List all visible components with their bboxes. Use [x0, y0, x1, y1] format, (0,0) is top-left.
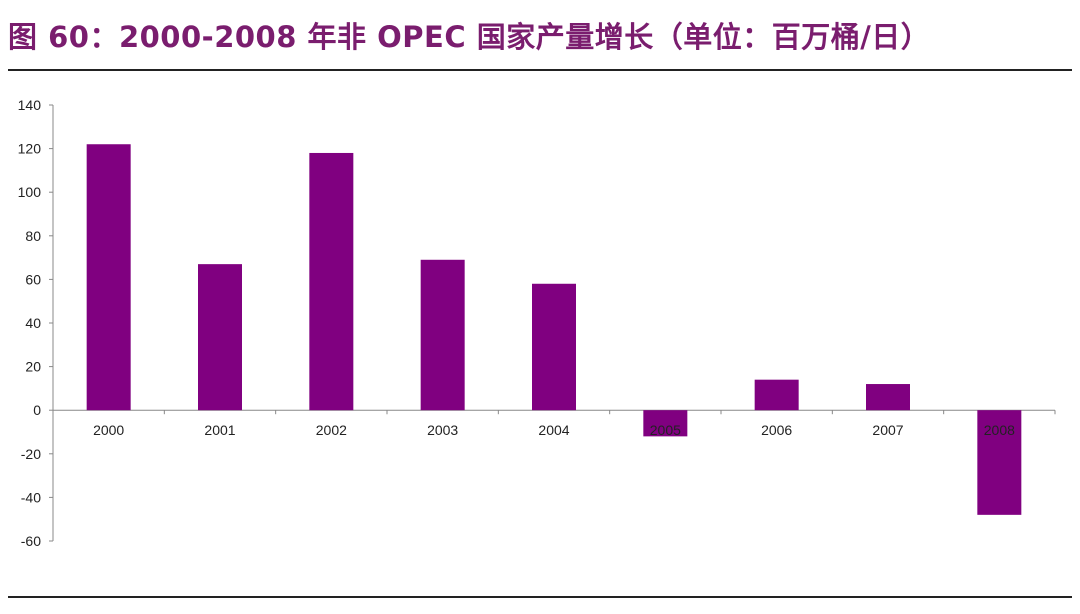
y-tick-label: 60: [25, 271, 41, 287]
x-tick-labels: 2000 2001 2002 2003 2004 2005 2006 2007 2008: [93, 422, 1015, 438]
x-axis: [52, 409, 1056, 415]
y-tick-label: 80: [25, 228, 41, 244]
y-tick-label: -40: [21, 489, 41, 505]
y-axis: -60 -40 -20 0 20 40 60 80 100 120 140: [18, 97, 54, 549]
y-tick-label: 120: [18, 141, 42, 157]
bar-2000: [86, 144, 131, 411]
x-tick-label: 2008: [984, 422, 1015, 438]
x-tick-label: 2001: [204, 422, 235, 438]
x-tick-label: 2002: [316, 422, 347, 438]
x-tick-label: 2004: [538, 422, 569, 438]
bar-2001: [198, 264, 242, 411]
bar-2008: [977, 410, 1022, 515]
y-tick-label: -20: [21, 446, 41, 462]
top-rule: [8, 69, 1072, 71]
y-tick-label: 100: [18, 184, 42, 200]
y-tick-label: 40: [25, 315, 41, 331]
y-tick-label: 140: [18, 97, 42, 113]
x-tick-label: 2000: [93, 422, 124, 438]
bar-series: [86, 144, 1022, 515]
x-tick-label: 2006: [761, 422, 792, 438]
y-tick-label: -60: [21, 533, 41, 549]
x-tick-label: 2005: [650, 422, 681, 438]
bar-2005: [643, 410, 688, 437]
bar-2002: [309, 152, 354, 411]
y-tick-label: 20: [25, 359, 41, 375]
bar-2004: [532, 283, 576, 411]
x-tick-label: 2007: [872, 422, 903, 438]
x-tick-label: 2003: [427, 422, 458, 438]
y-tick-label: 0: [33, 402, 41, 418]
figure-title: 图 60：2000-2008 年非 OPEC 国家产量增长（单位：百万桶/日）: [8, 20, 931, 54]
bar-2007: [866, 384, 910, 411]
bar-2003: [420, 259, 465, 411]
bottom-rule: [8, 596, 1072, 598]
bar-2006: [754, 379, 799, 411]
